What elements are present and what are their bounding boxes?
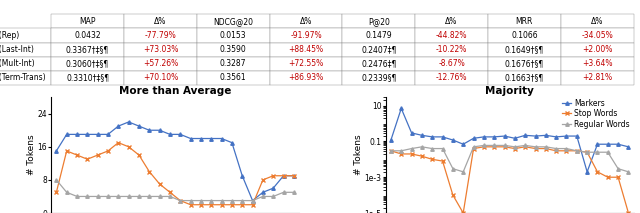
Regular Words: [449, 167, 457, 170]
Markers: [614, 143, 622, 145]
Markers: [387, 139, 395, 141]
Markers: [500, 135, 508, 137]
Markers: [408, 132, 415, 134]
Regular Words: [439, 147, 447, 150]
Regular Words: [625, 171, 632, 173]
Markers: [449, 139, 457, 141]
Stop Words: [439, 160, 447, 162]
Regular Words: [480, 144, 488, 147]
Markers: [511, 137, 518, 140]
Stop Words: [387, 150, 395, 152]
Markers: [532, 135, 540, 137]
Y-axis label: # Tokens: # Tokens: [27, 135, 36, 175]
Regular Words: [542, 145, 550, 148]
Stop Words: [625, 212, 632, 213]
Markers: [552, 136, 560, 138]
Stop Words: [449, 194, 457, 196]
Stop Words: [470, 147, 477, 150]
Stop Words: [594, 171, 602, 173]
Markers: [439, 136, 447, 138]
Markers: [563, 135, 570, 137]
Stop Words: [428, 158, 436, 161]
Stop Words: [500, 145, 508, 148]
Line: Stop Words: Stop Words: [389, 145, 630, 213]
Stop Words: [397, 153, 405, 155]
Regular Words: [552, 147, 560, 150]
Regular Words: [460, 171, 467, 173]
Regular Words: [604, 151, 612, 154]
Stop Words: [573, 150, 580, 152]
Stop Words: [583, 151, 591, 154]
Markers: [604, 143, 612, 145]
Markers: [460, 143, 467, 145]
Markers: [490, 136, 498, 138]
Y-axis label: # Tokens: # Tokens: [354, 135, 364, 175]
Stop Words: [542, 147, 550, 150]
Stop Words: [532, 147, 540, 150]
Markers: [594, 143, 602, 145]
Markers: [418, 134, 426, 137]
Markers: [470, 137, 477, 140]
Stop Words: [490, 145, 498, 148]
Stop Words: [552, 150, 560, 152]
Regular Words: [397, 150, 405, 152]
Stop Words: [480, 145, 488, 148]
Regular Words: [418, 145, 426, 148]
Markers: [583, 171, 591, 173]
Regular Words: [532, 145, 540, 148]
Regular Words: [428, 147, 436, 150]
Regular Words: [594, 151, 602, 154]
Regular Words: [563, 147, 570, 150]
Line: Regular Words: Regular Words: [389, 144, 630, 174]
Legend: Markers, Stop Words, Regular Words: Markers, Stop Words, Regular Words: [562, 99, 630, 129]
Line: Markers: Markers: [389, 107, 630, 174]
Regular Words: [583, 151, 591, 154]
Regular Words: [511, 145, 518, 148]
Stop Words: [563, 150, 570, 152]
Stop Words: [614, 176, 622, 178]
Markers: [573, 135, 580, 137]
Stop Words: [460, 212, 467, 213]
Markers: [480, 136, 488, 138]
Stop Words: [604, 176, 612, 178]
Markers: [625, 145, 632, 148]
Markers: [542, 134, 550, 137]
Markers: [428, 136, 436, 138]
Regular Words: [408, 147, 415, 150]
Regular Words: [470, 145, 477, 148]
Regular Words: [387, 150, 395, 152]
Markers: [522, 134, 529, 137]
Stop Words: [418, 155, 426, 157]
Regular Words: [573, 150, 580, 152]
Regular Words: [500, 144, 508, 147]
Regular Words: [614, 167, 622, 170]
Stop Words: [511, 147, 518, 150]
Markers: [397, 107, 405, 110]
Regular Words: [522, 144, 529, 147]
Regular Words: [490, 144, 498, 147]
Stop Words: [408, 153, 415, 155]
Title: Majority: Majority: [485, 86, 534, 96]
Stop Words: [522, 145, 529, 148]
Title: More than Average: More than Average: [119, 86, 231, 96]
